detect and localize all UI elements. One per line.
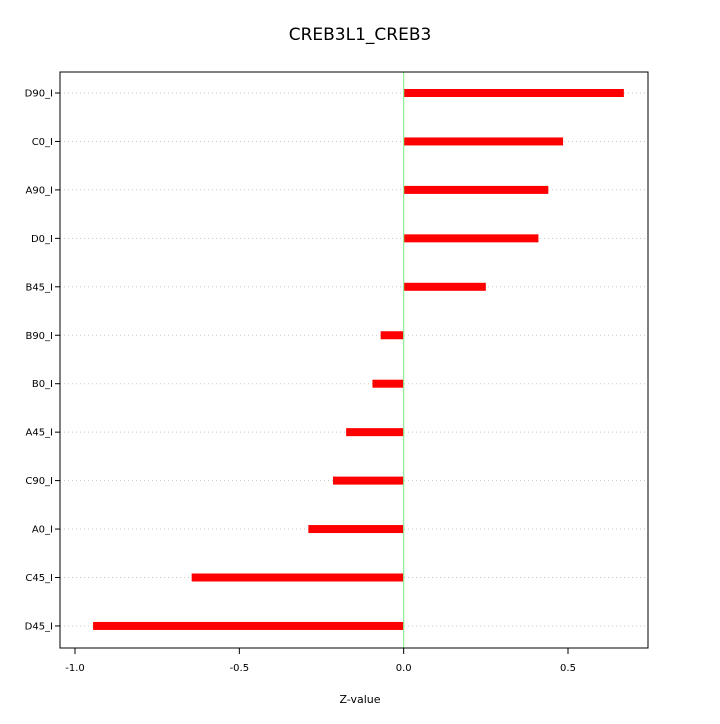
bar-a45-i — [346, 428, 404, 437]
x-tick-label: -1.0 — [65, 663, 85, 674]
bars-layer — [93, 89, 624, 630]
y-tick-label: A45_I — [25, 428, 53, 439]
y-tick-label: C90_I — [25, 476, 53, 487]
x-axis: -1.0 -0.5 0.0 0.5 — [65, 647, 576, 674]
bar-a0-i — [308, 525, 404, 534]
x-tick-label: -0.5 — [230, 663, 250, 674]
x-tick-label: 0.5 — [560, 663, 576, 674]
bar-c0-i — [403, 137, 564, 146]
bar-a90-i — [403, 185, 549, 194]
bar-b90-i — [380, 331, 404, 340]
y-tick-label: D0_I — [31, 234, 53, 245]
bar-d45-i — [93, 621, 404, 630]
y-tick-label: A0_I — [32, 525, 53, 536]
grid-layer — [60, 92, 648, 627]
plot-frame — [59, 71, 649, 649]
y-tick-label: C45_I — [25, 573, 53, 584]
bar-c45-i — [191, 573, 404, 582]
x-axis-title: Z-value — [339, 693, 380, 706]
bar-b0-i — [372, 379, 404, 388]
bar-d90-i — [403, 89, 624, 97]
y-tick-label: D90_I — [25, 89, 53, 100]
y-tick-label: A90_I — [25, 185, 53, 196]
chart-title: CREB3L1_CREB3 — [289, 25, 432, 45]
bar-b45-i — [403, 282, 486, 291]
bar-d0-i — [403, 234, 539, 243]
y-tick-label: D45_I — [25, 621, 53, 632]
y-tick-label: B45_I — [25, 282, 53, 293]
x-tick-label: 0.0 — [396, 663, 412, 674]
y-axis: D90_I C0_I A90_I D0_I B45_I B90_I B0_I A45_I C90… — [25, 89, 60, 632]
y-tick-label: C0_I — [32, 137, 53, 148]
y-tick-label: B0_I — [32, 379, 53, 390]
bar-c90-i — [333, 476, 404, 485]
y-tick-label: B90_I — [25, 331, 53, 342]
